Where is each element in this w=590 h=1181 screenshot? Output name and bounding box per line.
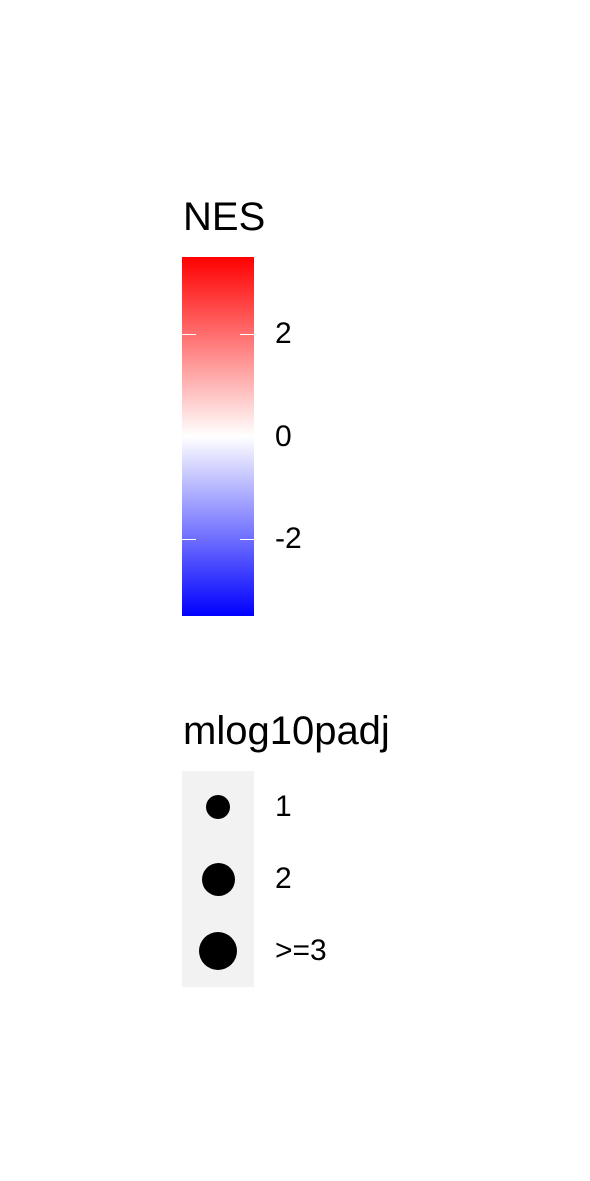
size-key-dot — [199, 932, 237, 970]
nes-tick-label: -2 — [275, 522, 302, 556]
nes-tick-mark-right — [240, 436, 254, 438]
nes-legend-title: NES — [183, 195, 266, 239]
nes-tick-mark-right — [240, 333, 254, 335]
nes-tick-mark-left — [182, 539, 196, 541]
nes-tick-label: 2 — [275, 316, 292, 350]
mlog10padj-legend-title: mlog10padj — [183, 709, 390, 753]
size-key-label: >=3 — [275, 934, 327, 967]
mlog10padj-key-panel — [182, 771, 254, 987]
size-key-dot — [201, 862, 235, 896]
nes-tick-label: 0 — [275, 419, 292, 453]
size-key-label: 1 — [275, 790, 292, 823]
nes-colorbar — [182, 257, 254, 616]
size-key-label: 2 — [275, 862, 292, 895]
nes-tick-mark-right — [240, 539, 254, 541]
nes-tick-mark-left — [182, 333, 196, 335]
size-key-dot — [206, 795, 230, 819]
nes-tick-mark-left — [182, 436, 196, 438]
